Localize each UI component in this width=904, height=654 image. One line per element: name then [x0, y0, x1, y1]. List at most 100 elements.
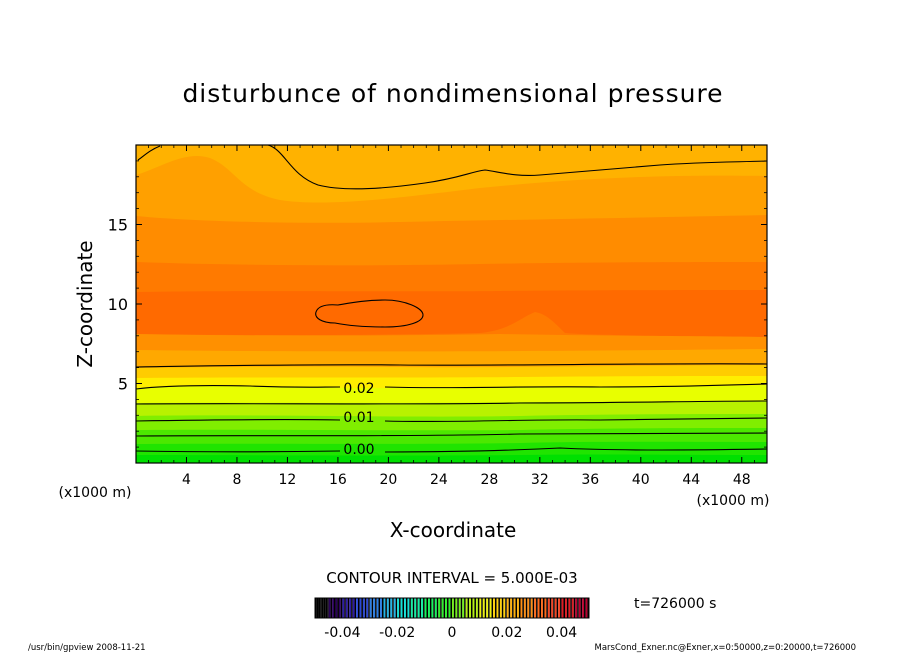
colorbar-stripe	[318, 598, 321, 618]
x-tick-label: 20	[379, 472, 397, 488]
contour-line-0.02	[136, 383, 767, 390]
colorbar-tick-label: -0.02	[379, 625, 415, 641]
contour-label: 0.02	[343, 381, 374, 397]
x-tick-label: 24	[430, 472, 448, 488]
colorbar-stripe	[410, 598, 413, 618]
colorbar-stripe	[493, 598, 495, 618]
colorbar-gap	[378, 598, 381, 618]
chart-title: disturbunce of nondimensional pressure	[182, 79, 723, 108]
colorbar-gap	[344, 598, 346, 618]
colorbar-stripe	[455, 598, 458, 618]
plot-area	[136, 145, 767, 463]
colorbar-stripe	[404, 598, 406, 618]
colorbar-gap	[453, 598, 456, 618]
colorbar-stripe	[335, 598, 338, 618]
colorbar-gap	[471, 598, 473, 618]
colorbar-stripe	[376, 598, 379, 618]
colorbar-stripe	[428, 598, 430, 618]
colorbar-stripe	[349, 598, 352, 618]
colorbar-stripe	[407, 598, 410, 618]
colorbar-gap	[323, 598, 326, 618]
colorbar-gap	[399, 598, 401, 618]
colorbar-stripe	[383, 598, 386, 618]
colorbar-stripe	[506, 598, 509, 618]
colorbar	[315, 598, 589, 618]
colorbar-gap	[577, 598, 579, 618]
colorbar-gap	[508, 598, 511, 618]
contour-line-0.025	[136, 363, 767, 368]
x-tick-label: 36	[581, 472, 599, 488]
x-tick-label: 8	[232, 472, 241, 488]
colorbar-stripe	[373, 598, 376, 618]
colorbar-gap	[450, 598, 452, 618]
colorbar-gap	[320, 598, 322, 618]
colorbar-stripe	[479, 598, 482, 618]
colorbar-stripe	[568, 598, 571, 618]
colorbar-gap	[512, 598, 514, 618]
colorbar-gap	[364, 598, 367, 618]
y-tick-label: 15	[108, 216, 128, 235]
x-tick-label: 32	[531, 472, 549, 488]
x-tick-label: 44	[682, 472, 700, 488]
colorbar-gap	[419, 598, 422, 618]
colorbar-gap	[560, 598, 562, 618]
contour-label: 0.00	[343, 442, 374, 458]
colorbar-stripe	[325, 598, 328, 618]
colorbar-gap	[481, 598, 483, 618]
colorbar-gap	[416, 598, 418, 618]
colorbar-gap	[553, 598, 555, 618]
colorbar-gap	[330, 598, 333, 618]
colorbar-stripe	[332, 598, 335, 618]
colorbar-gap	[494, 598, 497, 618]
y-tick-label: 5	[118, 375, 128, 394]
colorbar-frame	[314, 597, 590, 619]
colorbar-gap	[412, 598, 415, 618]
colorbar-stripe	[561, 598, 564, 618]
colorbar-gap	[587, 598, 589, 618]
footer-left: /usr/bin/gpview 2008-11-21	[28, 643, 146, 653]
colorbar-gap	[371, 598, 374, 618]
colorbar-stripe	[482, 598, 485, 618]
colorbar-gap	[429, 598, 432, 618]
colorbar-stripe	[424, 598, 427, 618]
x-tick-label: 28	[480, 472, 498, 488]
colorbar-stripe	[520, 598, 523, 618]
colorbar-stripe	[496, 598, 499, 618]
colorbar-gap	[505, 598, 507, 618]
colorbar-gap	[467, 598, 470, 618]
colorbar-stripe	[537, 598, 540, 618]
colorbar-tick-label: -0.04	[324, 625, 360, 641]
colorbar-stripe	[541, 598, 543, 618]
colorbar-gap	[426, 598, 429, 618]
colorbar-gap	[423, 598, 425, 618]
colorbar-stripe	[503, 598, 506, 618]
colorbar-stripe	[578, 598, 581, 618]
colorbar-gap	[580, 598, 583, 618]
contour-label: 0.01	[343, 410, 374, 426]
colorbar-stripe	[469, 598, 472, 618]
colorbar-gap	[532, 598, 535, 618]
colorbar-stripe	[438, 598, 441, 618]
colorbar-gap	[368, 598, 370, 618]
x-tick-label: 4	[182, 472, 191, 488]
colorbar-gap	[474, 598, 476, 618]
colorbar-ticks: -0.04 -0.02 0 0.02 0.04	[324, 625, 577, 641]
colorbar-stripe	[386, 598, 389, 618]
colorbar-gap	[443, 598, 446, 618]
contour-line-upper	[267, 145, 767, 190]
colorbar-gap	[488, 598, 490, 618]
colorbar-stripe	[414, 598, 417, 618]
colorbar-stripe	[499, 598, 502, 618]
colorbar-gap	[464, 598, 466, 618]
contour-interval-label: CONTOUR INTERVAL = 5.000E-03	[326, 569, 577, 587]
colorbar-gap	[395, 598, 398, 618]
colorbar-stripe	[397, 598, 400, 618]
colorbar-stripe	[523, 598, 526, 618]
colorbar-gap	[525, 598, 528, 618]
colorbar-stripe	[369, 598, 372, 618]
footer-right: MarsCond_Exner.nc@Exner,x=0:50000,z=0:20…	[594, 643, 856, 653]
colorbar-stripe	[356, 598, 358, 618]
contour-line-0.00	[136, 447, 767, 453]
colorbar-gap	[529, 598, 531, 618]
band-green-bottom	[136, 454, 767, 463]
